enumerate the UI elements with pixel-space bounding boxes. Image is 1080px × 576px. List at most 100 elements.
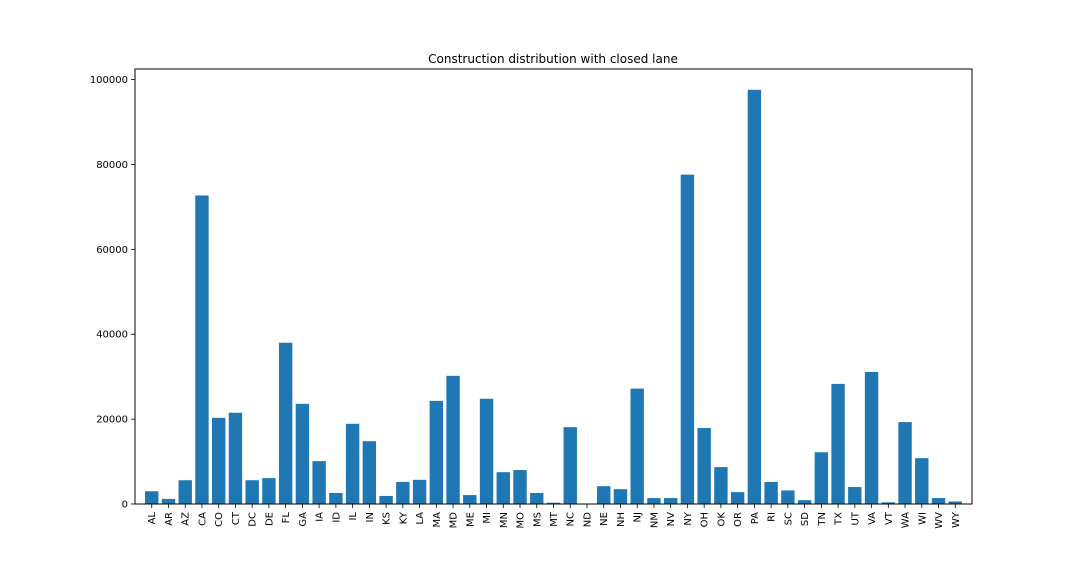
bar-mn bbox=[496, 472, 510, 504]
x-tick-label: SC bbox=[783, 512, 794, 525]
bar-nv bbox=[663, 498, 678, 504]
bar-co bbox=[212, 417, 226, 504]
y-axis: 0 20000 40000 60000 80000 100000 bbox=[90, 75, 135, 511]
x-tick-label: WY bbox=[951, 511, 962, 528]
bar-ca bbox=[195, 195, 209, 504]
bar-va bbox=[864, 372, 879, 504]
x-tick-label: MA bbox=[432, 512, 443, 528]
bar-ky bbox=[396, 481, 410, 504]
bar-nj bbox=[630, 388, 644, 504]
bars-group bbox=[145, 89, 962, 505]
bar-ar bbox=[161, 498, 176, 504]
bar-wv bbox=[931, 498, 946, 504]
x-tick-label: OR bbox=[733, 512, 744, 527]
x-tick-label: AL bbox=[147, 512, 158, 525]
x-tick-label: MD bbox=[449, 512, 460, 529]
x-tick-label: UT bbox=[850, 511, 861, 525]
bar-mo bbox=[513, 470, 527, 504]
chart-title: Construction distribution with closed la… bbox=[428, 52, 678, 66]
bar-il bbox=[345, 423, 360, 504]
x-tick-label: VA bbox=[867, 512, 878, 525]
x-tick-label: FL bbox=[281, 512, 292, 524]
x-tick-label: IA bbox=[315, 512, 326, 522]
x-tick-label: PA bbox=[750, 512, 761, 524]
bar-wi bbox=[915, 458, 929, 504]
bar-wy bbox=[948, 501, 962, 504]
bar-sc bbox=[781, 490, 795, 504]
y-tick-label: 20000 bbox=[96, 415, 128, 426]
bar-ks bbox=[379, 495, 393, 504]
bar-ne bbox=[597, 486, 611, 504]
bar-nh bbox=[613, 489, 628, 504]
bar-ma bbox=[429, 400, 444, 504]
x-tick-label: MI bbox=[482, 512, 493, 524]
x-tick-label: WV bbox=[934, 512, 945, 529]
y-tick-label: 80000 bbox=[96, 160, 128, 171]
x-tick-label: OH bbox=[700, 512, 711, 527]
x-tick-label: ND bbox=[582, 512, 593, 527]
x-tick-label: MN bbox=[499, 512, 510, 528]
bar-pa bbox=[747, 89, 762, 505]
x-tick-label: AR bbox=[164, 512, 175, 526]
x-axis: AL AR AZ CA CO CT DC DE FL GA IA ID IL IN KS KY LA MA MD ME… bbox=[147, 504, 962, 529]
bar-oh bbox=[697, 428, 711, 504]
x-tick-label: NC bbox=[566, 512, 577, 526]
bar-ct bbox=[228, 412, 243, 504]
bar-id bbox=[329, 492, 343, 504]
bar-ut bbox=[848, 487, 862, 504]
bar-ok bbox=[714, 467, 728, 504]
x-tick-label: ME bbox=[465, 512, 476, 527]
bar-or bbox=[730, 492, 745, 504]
y-tick-label: 0 bbox=[122, 500, 128, 511]
bar-me bbox=[463, 495, 477, 504]
bar-de bbox=[262, 478, 276, 504]
x-tick-label: OK bbox=[716, 512, 727, 527]
bar-dc bbox=[245, 480, 259, 504]
x-tick-label: DE bbox=[264, 512, 275, 526]
x-tick-label: KS bbox=[382, 512, 393, 525]
bar-wa bbox=[898, 422, 912, 504]
x-tick-label: CT bbox=[231, 511, 242, 525]
bar-ga bbox=[295, 403, 310, 504]
x-tick-label: LA bbox=[415, 512, 426, 525]
x-tick-label: MO bbox=[516, 512, 527, 529]
bar-sd bbox=[797, 500, 812, 504]
x-tick-label: WA bbox=[901, 512, 912, 528]
x-tick-label: WI bbox=[917, 512, 928, 525]
x-tick-label: MS bbox=[532, 512, 543, 527]
bar-nm bbox=[647, 498, 661, 504]
bar-ms bbox=[530, 492, 544, 504]
x-tick-label: SD bbox=[800, 512, 811, 526]
bar-in bbox=[362, 441, 377, 504]
bar-mi bbox=[479, 398, 494, 504]
bar-tn bbox=[814, 452, 829, 504]
x-tick-label: ID bbox=[331, 512, 342, 523]
bar-al bbox=[145, 491, 159, 504]
x-tick-label: GA bbox=[298, 512, 309, 527]
x-tick-label: IN bbox=[365, 512, 376, 522]
bar-ri bbox=[764, 481, 778, 504]
y-tick-label: 40000 bbox=[96, 330, 128, 341]
x-tick-label: KY bbox=[398, 511, 409, 524]
x-tick-label: CO bbox=[214, 512, 225, 527]
bar-ia bbox=[312, 461, 326, 504]
x-tick-label: MT bbox=[549, 511, 560, 527]
x-tick-label: NH bbox=[616, 512, 627, 527]
x-tick-label: TN bbox=[817, 512, 828, 527]
bar-fl bbox=[278, 342, 293, 504]
x-tick-label: VT bbox=[884, 511, 895, 525]
x-tick-label: NY bbox=[683, 511, 694, 525]
x-tick-label: NV bbox=[666, 512, 677, 526]
bar-ny bbox=[680, 174, 695, 505]
x-tick-label: AZ bbox=[181, 512, 192, 526]
x-tick-label: CA bbox=[197, 512, 208, 526]
x-tick-label: NM bbox=[649, 512, 660, 528]
bar-la bbox=[412, 479, 427, 504]
plot-frame bbox=[134, 68, 973, 505]
bar-md bbox=[446, 375, 460, 504]
y-tick-label: 100000 bbox=[90, 75, 128, 86]
bar-mt bbox=[546, 502, 561, 504]
bar-vt bbox=[881, 502, 895, 504]
bar-tx bbox=[831, 383, 845, 504]
